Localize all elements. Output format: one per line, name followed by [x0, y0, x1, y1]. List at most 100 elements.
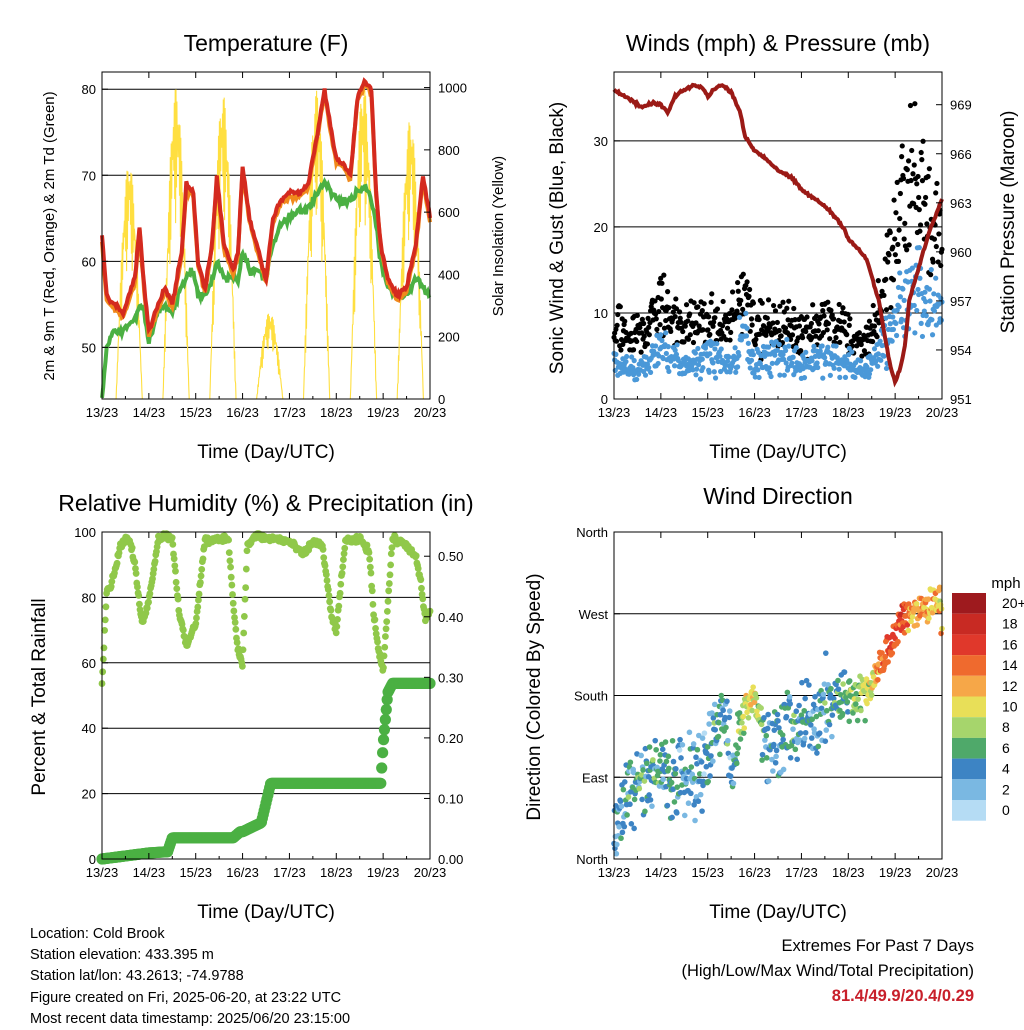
wind-point — [712, 375, 719, 381]
colorbar-swatch — [952, 613, 986, 635]
rh-point — [230, 607, 238, 615]
direction-point — [670, 786, 676, 793]
direction-point — [925, 596, 932, 602]
gust-point — [747, 286, 753, 293]
x-tick-label: 18/23 — [832, 405, 865, 420]
y-right-tick-label: 966 — [950, 147, 972, 162]
rh-point — [107, 583, 115, 591]
colorbar-swatch — [952, 737, 986, 759]
gust-point — [613, 326, 619, 332]
rh-point — [366, 563, 374, 571]
direction-point — [875, 661, 882, 667]
wind-point — [766, 365, 772, 371]
direction-point — [640, 767, 646, 773]
rh-point — [341, 544, 349, 552]
y-tick-label: 0 — [601, 392, 608, 407]
wind-point — [745, 340, 751, 346]
direction-point — [765, 778, 772, 784]
direction-point — [802, 729, 809, 736]
wind-point — [665, 344, 671, 350]
wind-point — [793, 368, 799, 374]
gust-point — [685, 318, 691, 324]
wind-point — [928, 267, 934, 273]
direction-point — [707, 773, 713, 779]
winds-pressure-panel: Winds (mph) & Pressure (mb) 13/23 14/23 15… — [547, 30, 1019, 463]
gust-point — [821, 313, 827, 319]
gust-point — [798, 347, 804, 354]
rh-point — [179, 626, 187, 634]
gust-point — [709, 291, 715, 297]
direction-point — [653, 746, 659, 753]
gust-point — [800, 335, 806, 341]
gust-point — [726, 310, 733, 317]
direction-ticks: 13/23 14/23 15/23 16/23 17/23 18/23 19/23 20/23… — [574, 525, 958, 880]
direction-point — [642, 745, 649, 752]
wind-point — [700, 365, 706, 371]
wind-point — [642, 372, 649, 378]
dewpoint-line — [100, 176, 432, 399]
direction-point — [753, 695, 760, 701]
wind-point — [812, 353, 818, 360]
gust-point — [690, 339, 697, 346]
gust-point — [700, 327, 706, 333]
rh-point — [226, 557, 234, 565]
direction-point — [711, 701, 718, 708]
gust-point — [744, 279, 750, 285]
pressure-line — [612, 82, 944, 388]
rh-point — [172, 578, 180, 586]
direction-point — [845, 709, 851, 715]
direction-point — [705, 778, 711, 785]
gust-point — [795, 335, 801, 341]
gust-point — [673, 296, 679, 302]
direction-tick-label: South — [574, 689, 608, 704]
wind-point — [748, 357, 755, 363]
gust-point — [641, 333, 647, 339]
gust-point — [933, 190, 939, 196]
direction-point — [710, 715, 717, 721]
gust-point — [804, 314, 810, 320]
direction-point — [673, 766, 679, 772]
direction-point — [829, 712, 836, 718]
gust-point — [670, 309, 676, 315]
wind-point — [756, 374, 762, 381]
direction-point — [808, 735, 815, 741]
direction-point — [665, 753, 672, 760]
gust-point — [828, 307, 834, 314]
wind-point — [735, 364, 741, 370]
colorbar-swatch — [952, 696, 986, 718]
colorbar-label: 0 — [1002, 802, 1010, 818]
direction-point — [905, 627, 912, 634]
gust-point — [656, 308, 662, 315]
wind-point — [929, 332, 936, 338]
direction-point — [725, 750, 732, 757]
rh-point — [102, 603, 110, 611]
wind-point — [776, 341, 782, 348]
rh-point — [132, 570, 140, 577]
gust-point — [774, 319, 780, 326]
direction-point — [718, 692, 725, 699]
direction-point — [701, 771, 707, 777]
wind-point — [636, 371, 642, 377]
direction-point — [726, 714, 733, 721]
wind-point — [926, 286, 932, 292]
wind-point — [623, 358, 629, 365]
wind-point — [901, 297, 907, 303]
gust-point — [825, 320, 832, 327]
rh-point — [229, 591, 236, 598]
rh-point — [192, 620, 200, 628]
direction-xlabel: Time (Day/UTC) — [709, 902, 847, 923]
gust-point — [879, 288, 885, 294]
x-tick-label: 16/23 — [226, 405, 259, 420]
gust-point — [691, 300, 697, 306]
x-tick-label: 19/23 — [367, 405, 400, 420]
rh-point — [363, 541, 371, 549]
gust-point — [824, 327, 830, 333]
wind-point — [769, 360, 775, 366]
gust-point — [815, 328, 821, 334]
gust-point — [682, 323, 688, 329]
wind-point — [790, 354, 796, 360]
gust-point — [909, 147, 915, 154]
y-right-tick-label: 960 — [950, 245, 972, 260]
direction-point — [816, 730, 823, 736]
wind-point — [699, 356, 705, 362]
